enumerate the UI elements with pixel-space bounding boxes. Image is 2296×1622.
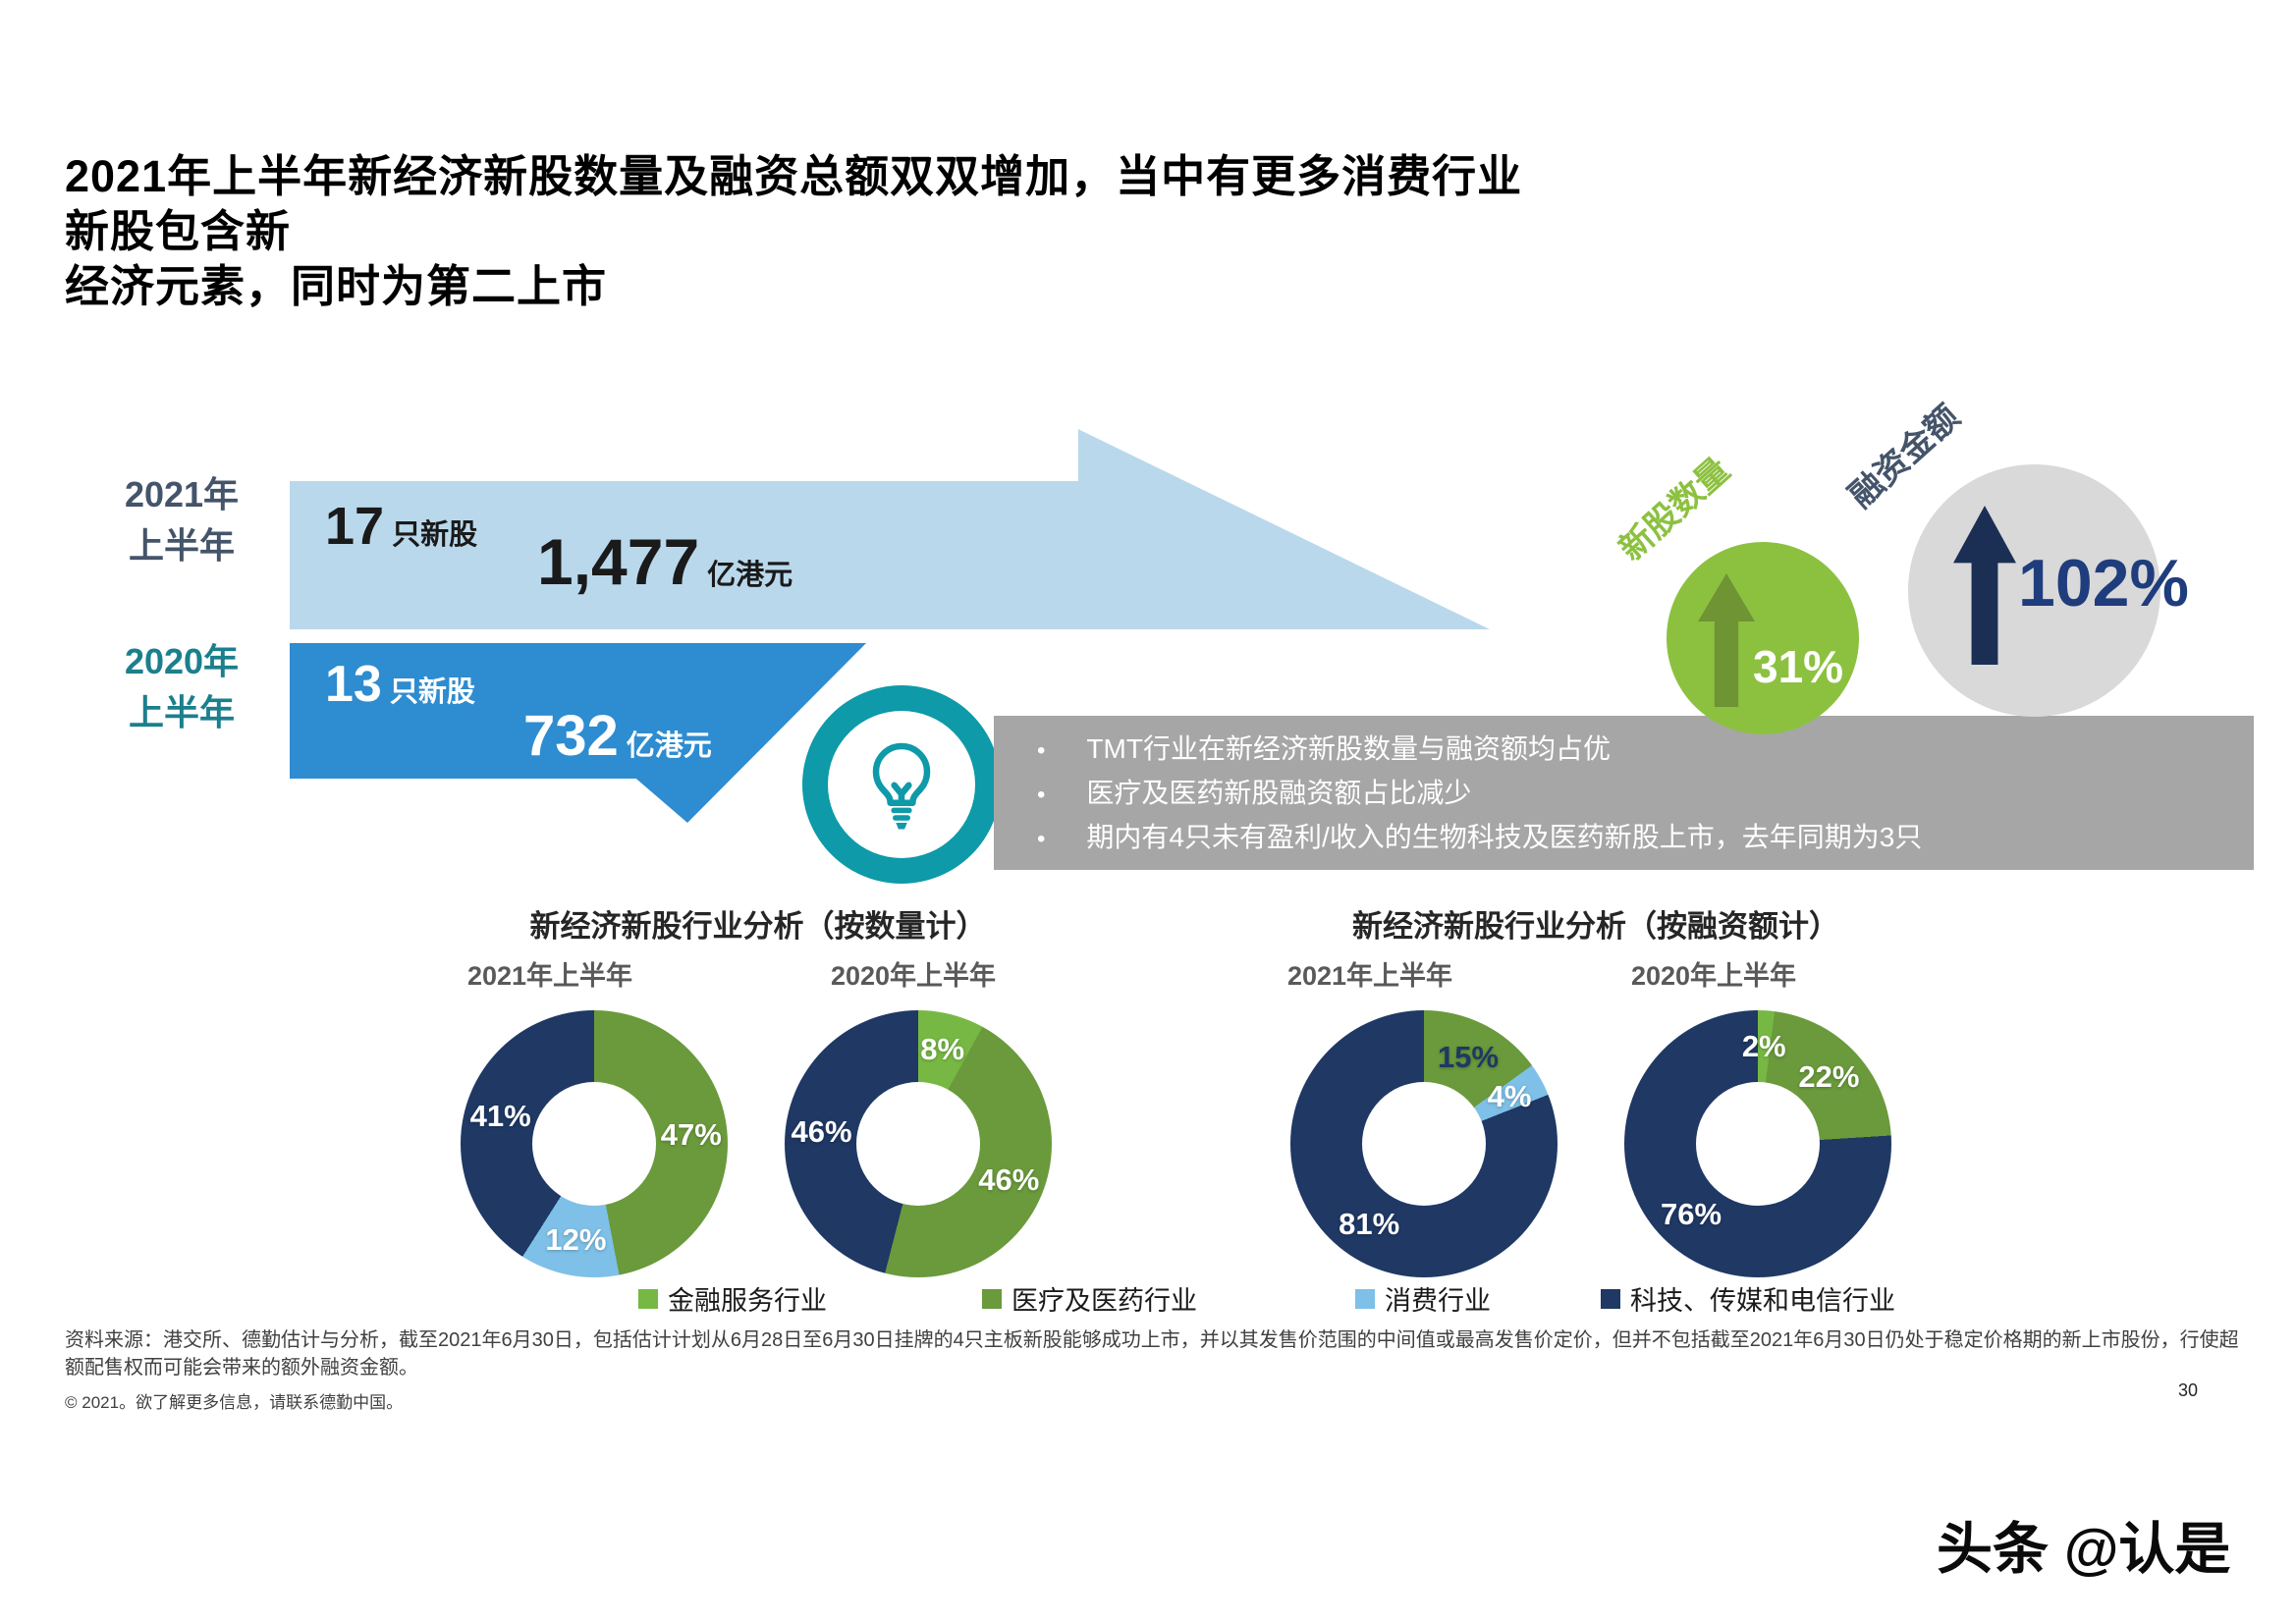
stat-2020-amount: 732 亿港元 — [523, 708, 712, 765]
donut-hole — [1696, 1082, 1820, 1206]
slice-label: 15% — [1438, 1039, 1500, 1074]
stat-2021-count: 17 只新股 — [325, 500, 477, 553]
donut-chart-count-2020: 8% 46% 46% — [785, 1010, 1052, 1277]
count-2021: 17 — [325, 497, 385, 556]
chart-period-count-2020: 2020年上半年 — [830, 961, 997, 991]
ipo-count-growth-badge: 31% — [1667, 542, 1859, 734]
watermark: 头条 @认是 — [1937, 1518, 2231, 1581]
slice-label: 76% — [1661, 1197, 1722, 1232]
legend-swatch-tmt — [1601, 1288, 1620, 1309]
donut-hole — [856, 1082, 980, 1206]
chart-period-funds-2021: 2021年上半年 — [1286, 961, 1453, 991]
donut-chart-funds-2020: 2% 22% 76% — [1624, 1010, 1891, 1277]
bullet-dot-icon: • — [1037, 737, 1046, 764]
arrow-2021-shape: 17 只新股 1,477 亿港元 — [290, 429, 1490, 629]
slice-label: 4% — [1487, 1079, 1532, 1114]
bullet-dot-icon: • — [1037, 826, 1046, 852]
legend-label-financial: 金融服务行业 — [668, 1286, 827, 1316]
amount-2021: 1,477 — [537, 525, 700, 598]
bullet-dot-icon: • — [1037, 782, 1046, 808]
donut-hole — [1362, 1082, 1486, 1206]
legend-label-tmt: 科技、传媒和电信行业 — [1630, 1286, 1895, 1316]
copyright-note: © 2021。欲了解更多信息，请联系德勤中国。 — [65, 1393, 404, 1412]
legend-label-consumer: 消费行业 — [1385, 1286, 1491, 1316]
legend-swatch-healthcare — [982, 1288, 1002, 1309]
chart-period-funds-2020: 2020年上半年 — [1630, 961, 1797, 991]
callout-bullet-3: • 期内有4只未有盈利/收入的生物科技及医药新股上市，去年同期为3只 — [1037, 820, 2254, 854]
up-arrow-icon — [1953, 506, 2016, 665]
page-number: 30 — [2178, 1380, 2199, 1400]
slice-label: 8% — [920, 1031, 965, 1066]
callout-text-2: 医疗及医药新股融资额占比减少 — [1086, 778, 1472, 808]
legend-item-financial: 金融服务行业 — [638, 1279, 827, 1318]
label-2021-h1: 2021年 上半年 — [124, 474, 240, 567]
callout-bullet-2: • 医疗及医药新股融资额占比减少 — [1037, 776, 2254, 810]
count-unit-2021: 只新股 — [392, 519, 478, 551]
page-title: 2021年上半年新经济新股数量及融资总额双双增加，当中有更多消费行业新股包含新 … — [65, 151, 1523, 311]
slice-label: 46% — [978, 1162, 1040, 1197]
legend-item-healthcare: 医疗及医药行业 — [982, 1279, 1197, 1318]
donut-chart-funds-2021: 15% 4% 81% — [1290, 1010, 1558, 1277]
callout-box: • TMT行业在新经济新股数量与融资额均占优 • 医疗及医药新股融资额占比减少 … — [994, 716, 2254, 870]
lightbulb-inner-circle — [828, 711, 975, 858]
count-unit-2020: 只新股 — [389, 676, 475, 708]
legend-swatch-financial — [638, 1288, 658, 1309]
amount-unit-2020: 亿港元 — [626, 730, 712, 762]
stat-2020-count: 13 只新股 — [325, 659, 475, 710]
slice-label: 41% — [469, 1099, 531, 1134]
donut-chart-count-2021: 47% 12% 41% — [461, 1010, 728, 1277]
funds-growth-badge: 102% — [1908, 464, 2189, 717]
legend-label-healthcare: 医疗及医药行业 — [1011, 1286, 1197, 1316]
lightbulb-badge — [802, 685, 1001, 884]
section-title-by-count: 新经济新股行业分析（按数量计） — [529, 909, 987, 944]
count-2020: 13 — [325, 656, 382, 713]
donut-hole — [532, 1082, 656, 1206]
slice-label: 12% — [545, 1221, 607, 1257]
slice-label: 81% — [1339, 1207, 1400, 1242]
slice-label: 22% — [1798, 1059, 1860, 1095]
amount-2020: 732 — [523, 704, 619, 768]
source-note: 资料来源：港交所、德勤估计与分析，截至2021年6月30日，包括估计计划从6月2… — [65, 1329, 2239, 1379]
legend-swatch-consumer — [1355, 1288, 1375, 1309]
slice-label: 2% — [1741, 1028, 1786, 1063]
section-title-by-funds: 新经济新股行业分析（按融资额计） — [1352, 909, 1839, 944]
legend-item-consumer: 消费行业 — [1355, 1279, 1491, 1318]
funds-growth-value: 102% — [2018, 546, 2189, 621]
amount-unit-2021: 亿港元 — [707, 560, 793, 591]
arrow-2020-shape: 13 只新股 732 亿港元 — [290, 643, 866, 823]
callout-bullet-1: • TMT行业在新经济新股数量与融资额均占优 — [1037, 731, 2254, 766]
up-arrow-icon — [1698, 573, 1755, 707]
slice-label: 47% — [660, 1116, 722, 1152]
ipo-count-growth-value: 31% — [1753, 641, 1844, 692]
slice-label: 46% — [791, 1113, 852, 1149]
lightbulb-icon — [872, 742, 931, 830]
chart-period-count-2021: 2021年上半年 — [466, 961, 633, 991]
callout-text-3: 期内有4只未有盈利/收入的生物科技及医药新股上市，去年同期为3只 — [1086, 822, 1923, 852]
legend-item-tmt: 科技、传媒和电信行业 — [1601, 1279, 1895, 1318]
label-2020-h1: 2020年 上半年 — [124, 641, 240, 733]
stat-2021-amount: 1,477 亿港元 — [537, 529, 793, 594]
callout-text-1: TMT行业在新经济新股数量与融资额均占优 — [1086, 733, 1611, 764]
